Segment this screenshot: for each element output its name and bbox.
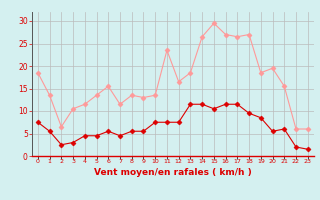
X-axis label: Vent moyen/en rafales ( km/h ): Vent moyen/en rafales ( km/h ) — [94, 168, 252, 177]
